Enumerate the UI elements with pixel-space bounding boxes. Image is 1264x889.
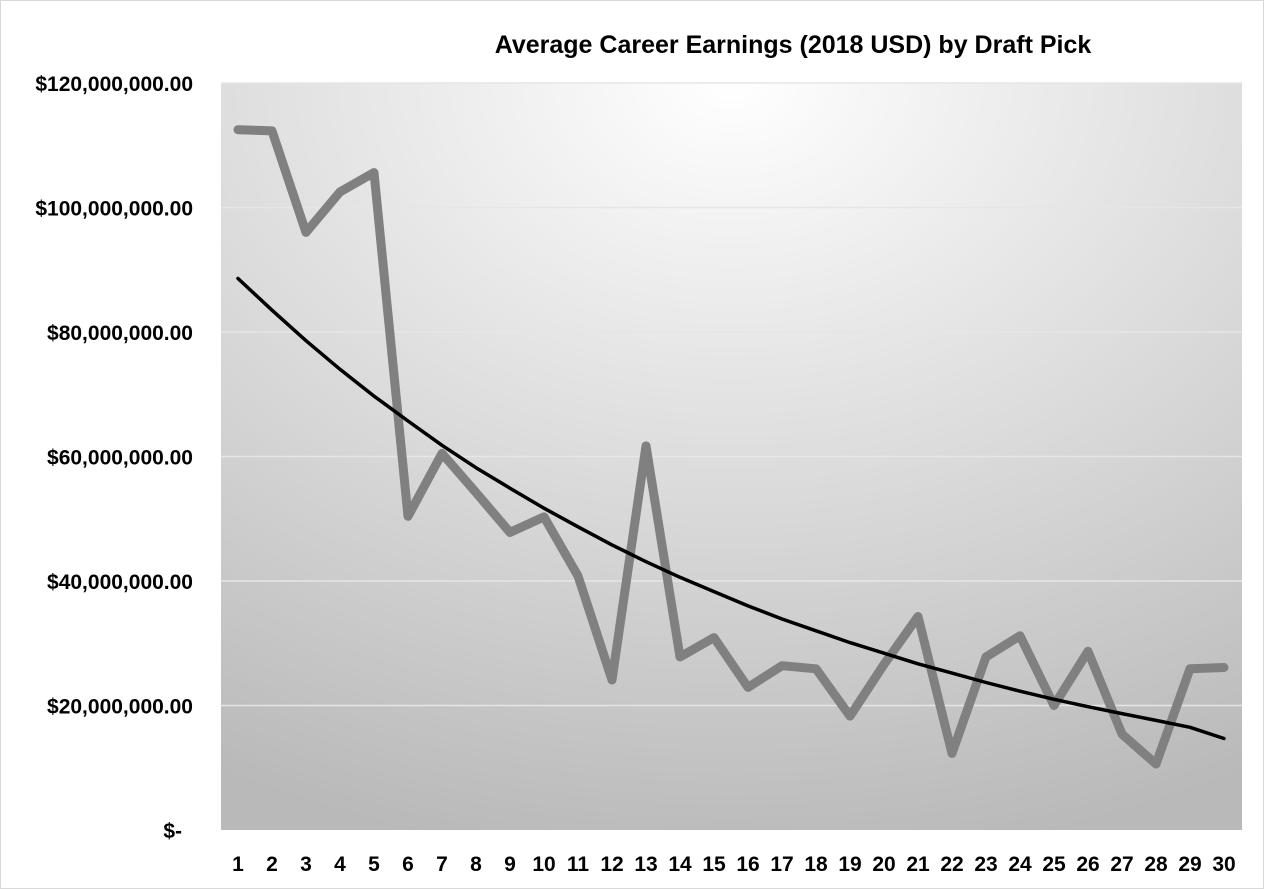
- x-tick-label-17: 17: [770, 853, 793, 876]
- x-tick-label-26: 26: [1076, 853, 1099, 876]
- y-tick-label-1: $20,000,000.00: [47, 696, 193, 719]
- y-tick-label-5: $100,000,000.00: [35, 198, 193, 221]
- x-tick-label-13: 13: [634, 853, 657, 876]
- chart-title: Average Career Earnings (2018 USD) by Dr…: [495, 31, 1092, 59]
- x-tick-label-19: 19: [838, 853, 861, 876]
- series-layer: [233, 125, 1229, 769]
- x-axis-tick-labels: 1 2 3 4 5 6 7 8 9 10 11 12 13 14 15 16 17 18 19 20 21 22 23 24 2…: [232, 853, 1236, 876]
- x-tick-label-20: 20: [872, 853, 895, 876]
- x-tick-label-11: 11: [567, 853, 590, 876]
- x-tick-label-23: 23: [974, 853, 997, 876]
- x-tick-label-25: 25: [1042, 853, 1066, 876]
- x-tick-label-1: 1: [232, 853, 244, 876]
- x-tick-label-7: 7: [436, 853, 448, 876]
- x-tick-label-22: 22: [940, 853, 963, 876]
- x-tick-label-3: 3: [300, 853, 312, 876]
- x-tick-label-8: 8: [470, 853, 482, 876]
- x-tick-label-4: 4: [334, 853, 346, 876]
- x-tick-label-21: 21: [906, 853, 930, 876]
- x-tick-label-27: 27: [1110, 853, 1133, 876]
- y-tick-label-0: $-: [163, 820, 182, 843]
- y-tick-label-4: $80,000,000.00: [47, 322, 193, 345]
- x-tick-label-6: 6: [402, 853, 414, 876]
- x-tick-label-30: 30: [1212, 853, 1235, 876]
- x-tick-label-14: 14: [668, 853, 692, 876]
- y-tick-label-2: $40,000,000.00: [47, 571, 193, 594]
- y-tick-label-6: $120,000,000.00: [35, 73, 193, 96]
- series-line-earnings: [233, 125, 1229, 769]
- x-tick-label-5: 5: [368, 853, 380, 876]
- x-tick-label-24: 24: [1008, 853, 1032, 876]
- x-tick-label-18: 18: [804, 853, 828, 876]
- x-tick-label-12: 12: [600, 853, 623, 876]
- y-tick-label-3: $60,000,000.00: [47, 447, 193, 470]
- series-line-trend: [236, 276, 1226, 741]
- x-tick-label-9: 9: [504, 853, 516, 876]
- x-tick-label-28: 28: [1144, 853, 1168, 876]
- x-tick-label-2: 2: [266, 853, 278, 876]
- y-axis-tick-labels: $- $20,000,000.00 $40,000,000.00 $60,000,00…: [35, 73, 193, 843]
- x-tick-label-15: 15: [702, 853, 726, 876]
- x-tick-label-10: 10: [532, 853, 555, 876]
- x-tick-label-16: 16: [736, 853, 759, 876]
- x-tick-label-29: 29: [1178, 853, 1201, 876]
